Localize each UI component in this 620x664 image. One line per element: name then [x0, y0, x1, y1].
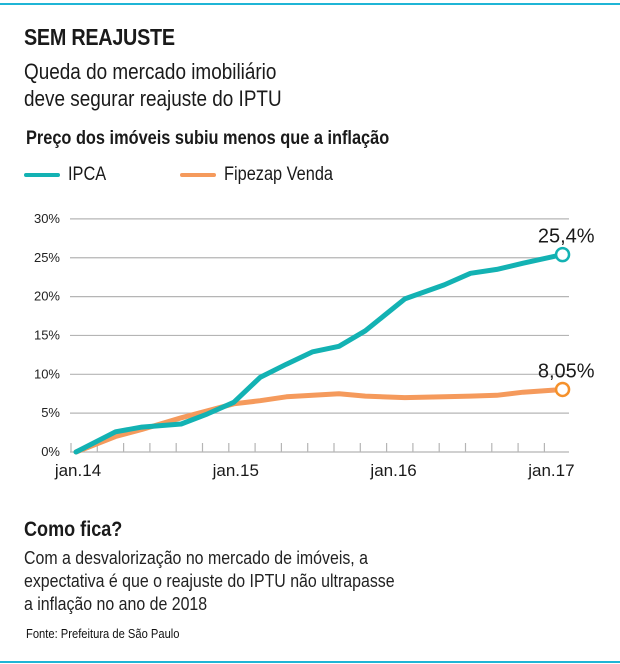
footer-line: a inflação no ano de 2018: [24, 593, 208, 614]
top-accent-rule: [0, 3, 620, 5]
legend-item-ipca: IPCA: [24, 164, 112, 186]
y-tick-label: 25%: [34, 250, 60, 265]
bottom-accent-rule: [0, 661, 620, 663]
y-tick-label: 5%: [41, 405, 60, 420]
y-tick-label: 0%: [41, 444, 60, 459]
legend-swatch-fipezap: [180, 173, 216, 177]
x-tick-label: jan.15: [212, 461, 259, 480]
legend-swatch-ipca: [24, 173, 60, 177]
legend-item-fipezap: Fipezap Venda: [180, 164, 351, 186]
footer-line: expectativa é que o reajuste do IPTU não…: [24, 570, 395, 591]
footer-text: Com a desvalorização no mercado de imóve…: [24, 546, 395, 615]
series-line-ipca: [73, 252, 565, 455]
y-tick-label: 10%: [34, 366, 60, 381]
y-tick-label: 30%: [34, 211, 60, 226]
kicker-title: SEM REAJUSTE: [24, 24, 175, 50]
line-chart: 0% 5% 10% 15% 20% 25% 30% jan.14 jan.15 jan.16 jan…: [34, 211, 595, 480]
end-data-label-fipezap: 8,05%: [538, 360, 595, 382]
series-line-fipezap: [73, 387, 565, 455]
footer-line: Com a desvalorização no mercado de imóve…: [24, 547, 368, 568]
end-marker-fipezap: [554, 381, 571, 398]
subtitle-line: deve segurar reajuste do IPTU: [24, 86, 282, 111]
chart-title: Preço dos imóveis subiu menos que a infl…: [26, 128, 390, 149]
end-marker-ipca: [554, 246, 571, 263]
x-tick-label: jan.16: [369, 461, 416, 480]
x-tick-label: jan.17: [527, 461, 574, 480]
y-tick-label: 20%: [34, 289, 60, 304]
subtitle-line: Queda do mercado imobiliário: [24, 59, 277, 84]
legend-label: Fipezap Venda: [224, 164, 334, 185]
end-data-label-ipca: 25,4%: [538, 226, 595, 248]
subtitle: Queda do mercado imobiliário deve segura…: [24, 58, 282, 112]
footer-heading: Como fica?: [24, 518, 123, 541]
y-tick-label: 15%: [34, 327, 60, 342]
x-tick-label: jan.14: [54, 461, 101, 480]
legend-label: IPCA: [68, 164, 107, 185]
source-note: Fonte: Prefeitura de São Paulo: [26, 626, 180, 641]
